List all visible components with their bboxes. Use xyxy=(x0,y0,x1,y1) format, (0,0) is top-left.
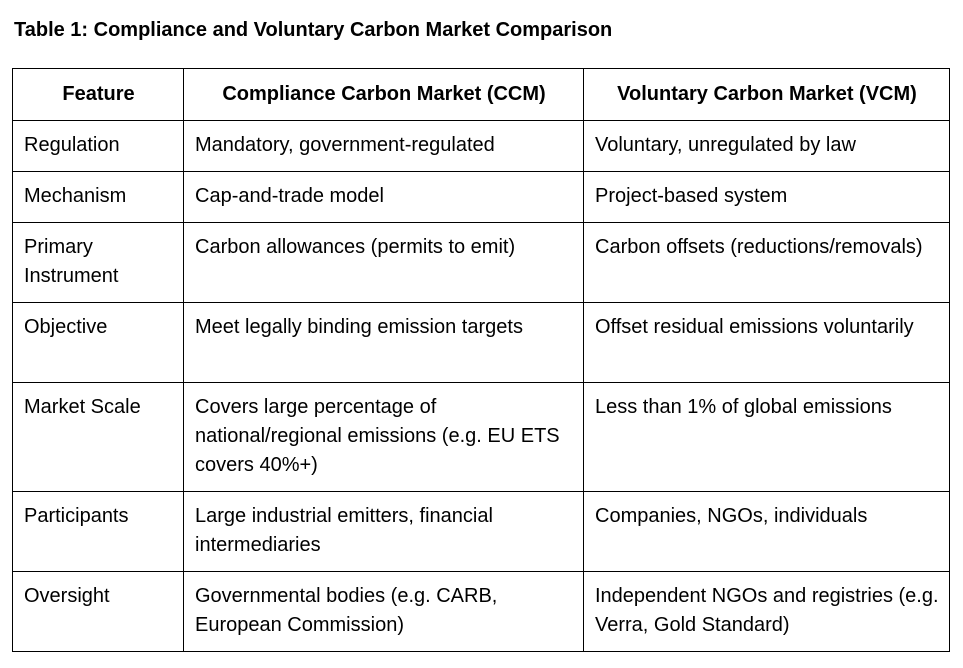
row-ccm-cell: Governmental bodies (e.g. CARB, European… xyxy=(183,571,584,652)
row-vcm-cell: Companies, NGOs, individuals xyxy=(583,491,950,572)
table-caption: Table 1: Compliance and Voluntary Carbon… xyxy=(14,19,613,41)
header-ccm: Compliance Carbon Market (CCM) xyxy=(183,68,584,121)
table-row: Regulation Mandatory, government-regulat… xyxy=(12,120,950,172)
row-feature-cell: Oversight xyxy=(12,571,184,652)
row-ccm-cell: Carbon allowances (permits to emit) xyxy=(183,222,584,303)
row-feature-cell: Mechanism xyxy=(12,171,184,223)
table-row: Market Scale Covers large percentage of … xyxy=(12,382,950,492)
row-vcm-cell: Less than 1% of global emissions xyxy=(583,382,950,492)
row-ccm-cell: Mandatory, government-regulated xyxy=(183,120,584,172)
row-ccm-cell: Meet legally binding emission targets xyxy=(183,302,584,383)
comparison-table: Feature Compliance Carbon Market (CCM) V… xyxy=(12,68,950,652)
row-vcm-cell: Voluntary, unregulated by law xyxy=(583,120,950,172)
row-vcm-cell: Carbon offsets (reductions/removals) xyxy=(583,222,950,303)
row-ccm-cell: Large industrial emitters, financial int… xyxy=(183,491,584,572)
row-feature-cell: Participants xyxy=(12,491,184,572)
row-vcm-cell: Independent NGOs and registries (e.g. Ve… xyxy=(583,571,950,652)
row-vcm-cell: Project-based system xyxy=(583,171,950,223)
row-feature-cell: Market Scale xyxy=(12,382,184,492)
header-vcm: Voluntary Carbon Market (VCM) xyxy=(583,68,950,121)
row-ccm-cell: Cap-and-trade model xyxy=(183,171,584,223)
table-row: Objective Meet legally binding emission … xyxy=(12,302,950,383)
table-row: Primary Instrument Carbon allowances (pe… xyxy=(12,222,950,303)
row-feature-cell: Primary Instrument xyxy=(12,222,184,303)
row-feature-cell: Regulation xyxy=(12,120,184,172)
row-ccm-cell: Covers large percentage of national/regi… xyxy=(183,382,584,492)
table-row: Oversight Governmental bodies (e.g. CARB… xyxy=(12,571,950,652)
header-feature: Feature xyxy=(12,68,184,121)
table-row: Participants Large industrial emitters, … xyxy=(12,491,950,572)
row-feature-cell: Objective xyxy=(12,302,184,383)
header-row: Feature Compliance Carbon Market (CCM) V… xyxy=(12,68,950,121)
table-row: Mechanism Cap-and-trade model Project-ba… xyxy=(12,171,950,223)
row-vcm-cell: Offset residual emissions voluntarily xyxy=(583,302,950,383)
